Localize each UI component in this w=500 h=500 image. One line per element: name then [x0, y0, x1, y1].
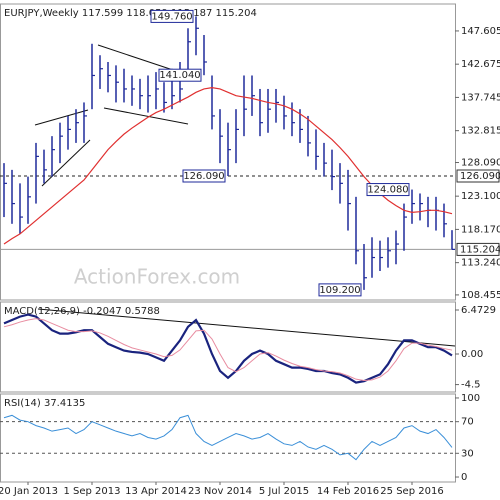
- y-tick-label: 137.745: [461, 92, 500, 103]
- x-tick-label: 13 Apr 2014: [125, 486, 187, 497]
- current-price-box: [456, 242, 500, 256]
- series-line: [3, 414, 453, 461]
- watermark: ActionForex.com: [74, 265, 240, 289]
- x-tick-label: 14 Feb 2016: [317, 486, 379, 497]
- annotation-box: [366, 183, 410, 197]
- panel-title: RSI(14) 37.4135: [4, 398, 85, 409]
- x-tick-label: 25 Sep 2016: [380, 486, 443, 497]
- trendline: [103, 107, 189, 125]
- trendlines: [34, 44, 456, 347]
- x-tick-label: 20 Jan 2013: [0, 486, 58, 497]
- y-tick-label: 113.240: [461, 258, 500, 269]
- y-tick-label: 0.00: [461, 349, 483, 360]
- panel-title: EURJPY,Weekly 117.599 118.059 115.187 11…: [4, 8, 257, 19]
- y-tick-label: 132.815: [461, 126, 500, 137]
- annotation-label: 126.090: [183, 171, 224, 182]
- y-tick-label: 123.100: [461, 191, 500, 202]
- series-line: [3, 318, 453, 382]
- current-price-label: 115.204: [460, 244, 500, 255]
- y-tick-label: 142.675: [461, 59, 500, 70]
- trendline: [34, 109, 89, 126]
- panel-frame: [0, 393, 456, 483]
- y-tick-label: 0: [461, 472, 467, 483]
- panel-title: MACD(12,26,9) -0.2047 0.5788: [4, 306, 160, 317]
- annotation-box: [318, 283, 362, 297]
- annotation-label: 149.760: [151, 11, 192, 22]
- y-tick-label: 128.090: [461, 158, 500, 169]
- annotation-label: 124.080: [367, 185, 408, 196]
- annotation: 109.200: [318, 283, 362, 297]
- annotation: 149.760: [150, 9, 194, 23]
- annotation-box: [182, 169, 226, 183]
- y-tick-label: 147.605: [461, 26, 500, 37]
- trendline: [37, 308, 456, 347]
- annotation-label: 109.200: [319, 285, 360, 296]
- annotation: 141.040: [158, 68, 202, 82]
- annotation-label: 141.040: [159, 70, 200, 81]
- level-label: 126.090: [460, 171, 500, 182]
- x-tick-label: 5 Jul 2015: [259, 486, 309, 497]
- y-tick-label: 108.455: [461, 290, 500, 301]
- y-tick-label: 6.4729: [461, 305, 496, 316]
- annotation-box: [158, 68, 202, 82]
- x-tick-label: 23 Nov 2014: [188, 486, 252, 497]
- y-tick-label: 118.170: [461, 224, 500, 235]
- panel-frame: [0, 301, 456, 393]
- annotation-box: [150, 9, 194, 23]
- level-label-box: [456, 169, 500, 183]
- y-tick-label: 70: [461, 417, 474, 428]
- y-tick-label: 100: [461, 393, 480, 404]
- y-tick-label: -4.5: [461, 380, 481, 391]
- annotation: 126.090: [182, 169, 226, 183]
- panel-frame: [0, 3, 456, 301]
- trendline: [41, 139, 91, 187]
- x-tick-label: 1 Sep 2013: [63, 486, 120, 497]
- y-tick-label: 30: [461, 448, 474, 459]
- annotation: 124.080: [366, 183, 410, 197]
